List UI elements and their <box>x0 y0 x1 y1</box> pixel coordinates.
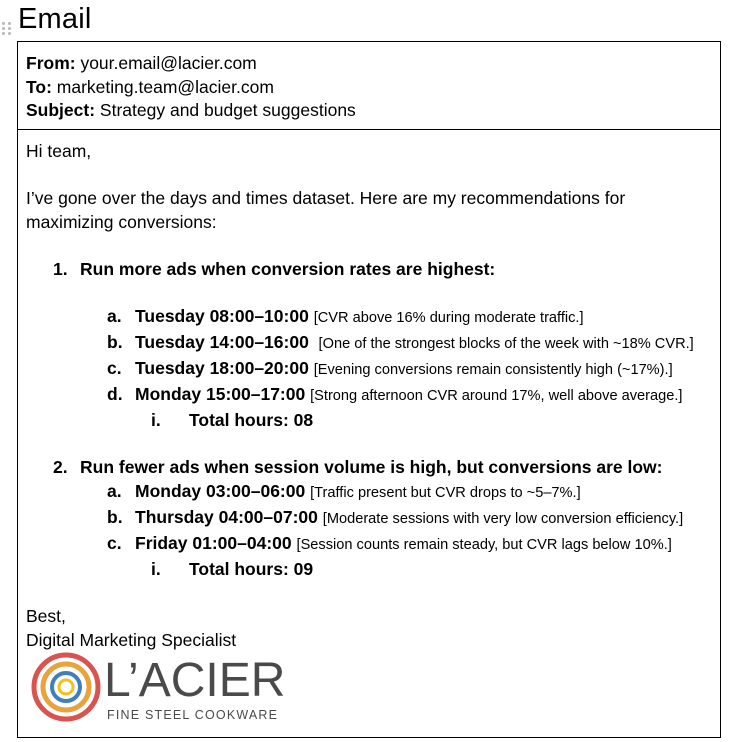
list-item: a. Monday 03:00–06:00 [Traffic present bu… <box>107 481 581 501</box>
time-slot: Thursday 04:00–07:00 <box>135 507 318 527</box>
logo-tagline-text: FINE STEEL COOKWARE <box>107 708 278 722</box>
section-heading: 2. Run fewer ads when session volume is h… <box>53 457 663 477</box>
lacier-logo: L’ACIER FINE STEEL COOKWARE <box>31 652 285 722</box>
email-container: From: your.email@lacier.com To: marketin… <box>17 41 721 738</box>
item-note: [Traffic present but CVR drops to ~5–7%.… <box>310 485 581 501</box>
item-note: [One of the strongest blocks of the week… <box>318 336 694 352</box>
email-header: From: your.email@lacier.com To: marketin… <box>18 42 720 130</box>
to-value: marketing.team@lacier.com <box>56 76 274 97</box>
list-item: d. Monday 15:00–17:00 [Strong afternoon C… <box>107 384 683 404</box>
intro-paragraph: I’ve gone over the days and times datase… <box>26 188 626 232</box>
list-item: c. Friday 01:00–04:00 [Session counts rem… <box>107 533 672 553</box>
logo-rings-icon <box>31 652 101 722</box>
total-hours: i. Total hours: 09 <box>151 559 314 579</box>
time-slot: Tuesday 08:00–10:00 <box>135 306 309 326</box>
time-slot: Monday 03:00–06:00 <box>135 481 306 501</box>
time-slot: Tuesday 14:00–16:00 <box>135 332 309 352</box>
section-heading: 1. Run more ads when conversion rates are… <box>53 259 496 279</box>
page-title: Email <box>18 3 92 35</box>
signature: Digital Marketing Specialist <box>26 630 237 650</box>
subject-label: Subject: <box>26 100 96 121</box>
item-note: [Session counts remain steady, but CVR l… <box>296 537 672 553</box>
item-note: [Evening conversions remain consistently… <box>313 362 673 378</box>
item-note: [Strong afternoon CVR around 17%, well a… <box>310 388 683 404</box>
section-number: 1. <box>53 259 68 279</box>
to-label: To: <box>26 76 52 97</box>
total-hours: i. Total hours: 08 <box>151 410 314 430</box>
logo-brand-text: L’ACIER <box>104 654 285 707</box>
list-item: a. Tuesday 08:00–10:00 [CVR above 16% dur… <box>107 306 584 326</box>
list-item: b. Tuesday 14:00–16:00 [One of the strong… <box>107 332 694 352</box>
list-item: c. Tuesday 18:00–20:00 [Evening conversio… <box>107 358 673 378</box>
subject-line: Subject: Strategy and budget suggestions <box>26 99 720 123</box>
list-item: b. Thursday 04:00–07:00 [Moderate session… <box>107 507 684 527</box>
email-body: Hi team, I’ve gone over the days and tim… <box>18 130 720 652</box>
greeting: Hi team, <box>26 141 92 161</box>
item-note: [Moderate sessions with very low convers… <box>322 511 684 527</box>
time-slot: Tuesday 18:00–20:00 <box>135 358 309 378</box>
time-slot: Friday 01:00–04:00 <box>135 533 292 553</box>
from-label: From: <box>26 53 76 73</box>
subject-value: Strategy and budget suggestions <box>99 100 356 121</box>
section-number: 2. <box>53 457 68 477</box>
from-value: your.email@lacier.com <box>80 53 257 73</box>
from-line: From: your.email@lacier.com <box>26 52 720 76</box>
closing: Best, <box>26 606 66 626</box>
drag-handle-icon[interactable] <box>2 22 12 36</box>
to-line: To: marketing.team@lacier.com <box>26 76 720 100</box>
time-slot: Monday 15:00–17:00 <box>135 384 306 404</box>
item-note: [CVR above 16% during moderate traffic.] <box>313 310 584 326</box>
